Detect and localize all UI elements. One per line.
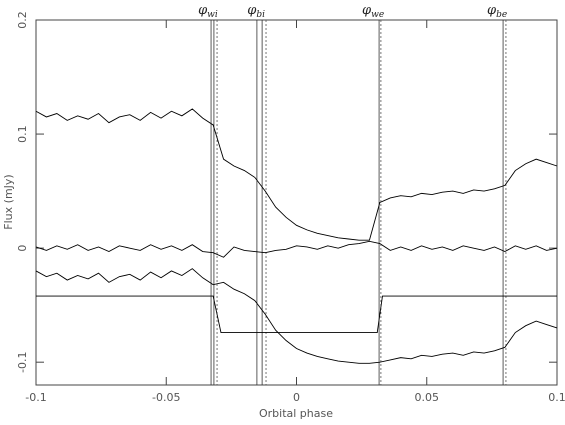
plot-frame: [35, 19, 558, 386]
phase-label: φwe: [362, 3, 384, 20]
phase-label: φwi: [198, 3, 218, 20]
y-tick-label: 0.2: [16, 11, 29, 29]
phase-label: φbe: [487, 3, 507, 20]
x-tick-label: -0.1: [25, 391, 46, 404]
phase-label: φbi: [247, 3, 265, 20]
y-tick-label: -0.1: [16, 351, 29, 372]
x-tick-label: 0.1: [548, 391, 565, 404]
phase-subscript: be: [496, 10, 507, 20]
phase-subscript: wi: [207, 10, 218, 20]
phase-subscript: we: [371, 10, 384, 20]
x-tick-label: -0.05: [152, 391, 180, 404]
y-axis-label: Flux (mJy): [2, 174, 15, 229]
phase-symbol: φ: [247, 3, 257, 18]
phase-symbol: φ: [362, 3, 372, 18]
flux-curve: [36, 295, 557, 333]
flux-curve: [35, 240, 558, 258]
y-tick-label: 0: [16, 245, 29, 252]
flux-curve: [35, 268, 558, 364]
x-axis-label: Orbital phase: [259, 407, 333, 420]
phase-subscript: bi: [256, 10, 265, 20]
x-tick-label: 0.05: [415, 391, 440, 404]
y-tick-label: 0.1: [16, 125, 29, 143]
flux-curve: [35, 108, 558, 241]
phase-symbol: φ: [198, 3, 208, 18]
phase-symbol: φ: [487, 3, 497, 18]
x-tick-label: 0: [293, 391, 300, 404]
